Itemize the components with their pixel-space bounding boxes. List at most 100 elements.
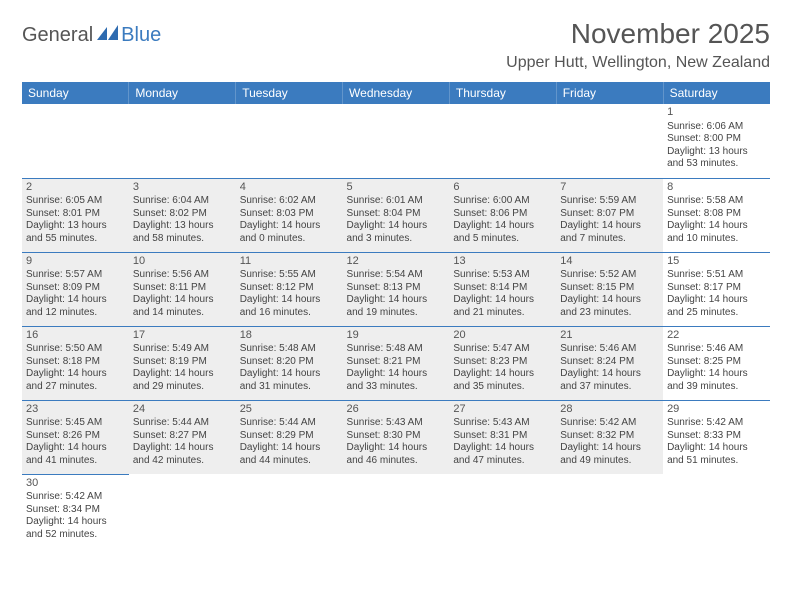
day-number: 16 [26,329,125,343]
empty-cell [556,104,663,178]
day-daylight1: Daylight: 14 hours [667,442,766,455]
day-cell-3: 3Sunrise: 6:04 AMSunset: 8:02 PMDaylight… [129,178,236,252]
location-text: Upper Hutt, Wellington, New Zealand [506,54,770,72]
day-daylight1: Daylight: 14 hours [133,368,232,381]
day-header-tuesday: Tuesday [236,82,343,104]
day-daylight1: Daylight: 14 hours [240,442,339,455]
day-daylight1: Daylight: 14 hours [26,368,125,381]
day-sunset: Sunset: 8:00 PM [667,133,766,146]
day-header-monday: Monday [129,82,236,104]
day-daylight2: and 25 minutes. [667,307,766,320]
calendar-row: 23Sunrise: 5:45 AMSunset: 8:26 PMDayligh… [22,400,770,474]
day-number: 2 [26,181,125,195]
day-daylight1: Daylight: 14 hours [560,368,659,381]
day-sunset: Sunset: 8:20 PM [240,356,339,369]
logo: General Blue [22,24,161,47]
day-daylight1: Daylight: 14 hours [347,294,446,307]
day-cell-13: 13Sunrise: 5:53 AMSunset: 8:14 PMDayligh… [449,252,556,326]
day-sunset: Sunset: 8:02 PM [133,208,232,221]
day-number: 4 [240,181,339,195]
day-daylight2: and 47 minutes. [453,455,552,468]
logo-text-general: General [22,24,93,47]
day-sunset: Sunset: 8:11 PM [133,282,232,295]
day-sunrise: Sunrise: 5:46 AM [560,343,659,356]
day-cell-1: 1Sunrise: 6:06 AMSunset: 8:00 PMDaylight… [663,104,770,178]
day-daylight2: and 21 minutes. [453,307,552,320]
day-cell-12: 12Sunrise: 5:54 AMSunset: 8:13 PMDayligh… [343,252,450,326]
day-sunset: Sunset: 8:21 PM [347,356,446,369]
day-sunrise: Sunrise: 5:47 AM [453,343,552,356]
day-sunset: Sunset: 8:13 PM [347,282,446,295]
day-daylight1: Daylight: 14 hours [667,220,766,233]
day-daylight2: and 44 minutes. [240,455,339,468]
day-daylight2: and 53 minutes. [667,158,766,171]
day-number: 20 [453,329,552,343]
day-daylight2: and 33 minutes. [347,381,446,394]
day-number: 18 [240,329,339,343]
day-sunrise: Sunrise: 5:48 AM [240,343,339,356]
day-sunrise: Sunrise: 5:58 AM [667,195,766,208]
day-sunset: Sunset: 8:33 PM [667,430,766,443]
day-sunrise: Sunrise: 5:49 AM [133,343,232,356]
day-sunset: Sunset: 8:17 PM [667,282,766,295]
day-daylight2: and 58 minutes. [133,233,232,246]
day-number: 8 [667,181,766,195]
day-number: 30 [26,477,125,491]
day-number: 22 [667,329,766,343]
logo-sail-icon [97,25,119,41]
day-daylight2: and 5 minutes. [453,233,552,246]
day-daylight1: Daylight: 14 hours [453,442,552,455]
day-cell-26: 26Sunrise: 5:43 AMSunset: 8:30 PMDayligh… [343,400,450,474]
day-sunrise: Sunrise: 6:04 AM [133,195,232,208]
day-daylight1: Daylight: 14 hours [560,442,659,455]
empty-cell [129,474,236,548]
day-sunrise: Sunrise: 5:44 AM [240,417,339,430]
day-sunset: Sunset: 8:32 PM [560,430,659,443]
day-daylight2: and 51 minutes. [667,455,766,468]
day-daylight1: Daylight: 14 hours [347,442,446,455]
day-sunrise: Sunrise: 5:54 AM [347,269,446,282]
day-cell-9: 9Sunrise: 5:57 AMSunset: 8:09 PMDaylight… [22,252,129,326]
day-daylight2: and 52 minutes. [26,529,125,542]
day-header-thursday: Thursday [449,82,556,104]
day-cell-21: 21Sunrise: 5:46 AMSunset: 8:24 PMDayligh… [556,326,663,400]
day-cell-22: 22Sunrise: 5:46 AMSunset: 8:25 PMDayligh… [663,326,770,400]
day-number: 10 [133,255,232,269]
day-daylight2: and 12 minutes. [26,307,125,320]
day-cell-14: 14Sunrise: 5:52 AMSunset: 8:15 PMDayligh… [556,252,663,326]
day-daylight1: Daylight: 14 hours [560,294,659,307]
day-daylight1: Daylight: 14 hours [133,294,232,307]
day-number: 17 [133,329,232,343]
day-number: 7 [560,181,659,195]
day-daylight2: and 31 minutes. [240,381,339,394]
empty-cell [22,104,129,178]
day-number: 13 [453,255,552,269]
day-daylight2: and 35 minutes. [453,381,552,394]
day-sunset: Sunset: 8:14 PM [453,282,552,295]
day-sunset: Sunset: 8:31 PM [453,430,552,443]
day-daylight2: and 0 minutes. [240,233,339,246]
page-title: November 2025 [506,18,770,50]
day-number: 9 [26,255,125,269]
day-sunrise: Sunrise: 6:06 AM [667,121,766,134]
day-number: 5 [347,181,446,195]
day-sunrise: Sunrise: 5:52 AM [560,269,659,282]
day-sunset: Sunset: 8:09 PM [26,282,125,295]
calendar-row: 1Sunrise: 6:06 AMSunset: 8:00 PMDaylight… [22,104,770,178]
day-number: 29 [667,403,766,417]
day-sunset: Sunset: 8:06 PM [453,208,552,221]
day-daylight1: Daylight: 14 hours [667,368,766,381]
calendar-table: SundayMondayTuesdayWednesdayThursdayFrid… [22,82,770,548]
day-header-row: SundayMondayTuesdayWednesdayThursdayFrid… [22,82,770,104]
day-daylight2: and 49 minutes. [560,455,659,468]
day-daylight2: and 46 minutes. [347,455,446,468]
day-sunrise: Sunrise: 5:42 AM [560,417,659,430]
day-header-sunday: Sunday [22,82,129,104]
day-sunset: Sunset: 8:26 PM [26,430,125,443]
day-cell-20: 20Sunrise: 5:47 AMSunset: 8:23 PMDayligh… [449,326,556,400]
day-sunset: Sunset: 8:34 PM [26,504,125,517]
empty-cell [236,474,343,548]
day-sunrise: Sunrise: 5:53 AM [453,269,552,282]
day-number: 21 [560,329,659,343]
day-daylight1: Daylight: 14 hours [453,294,552,307]
